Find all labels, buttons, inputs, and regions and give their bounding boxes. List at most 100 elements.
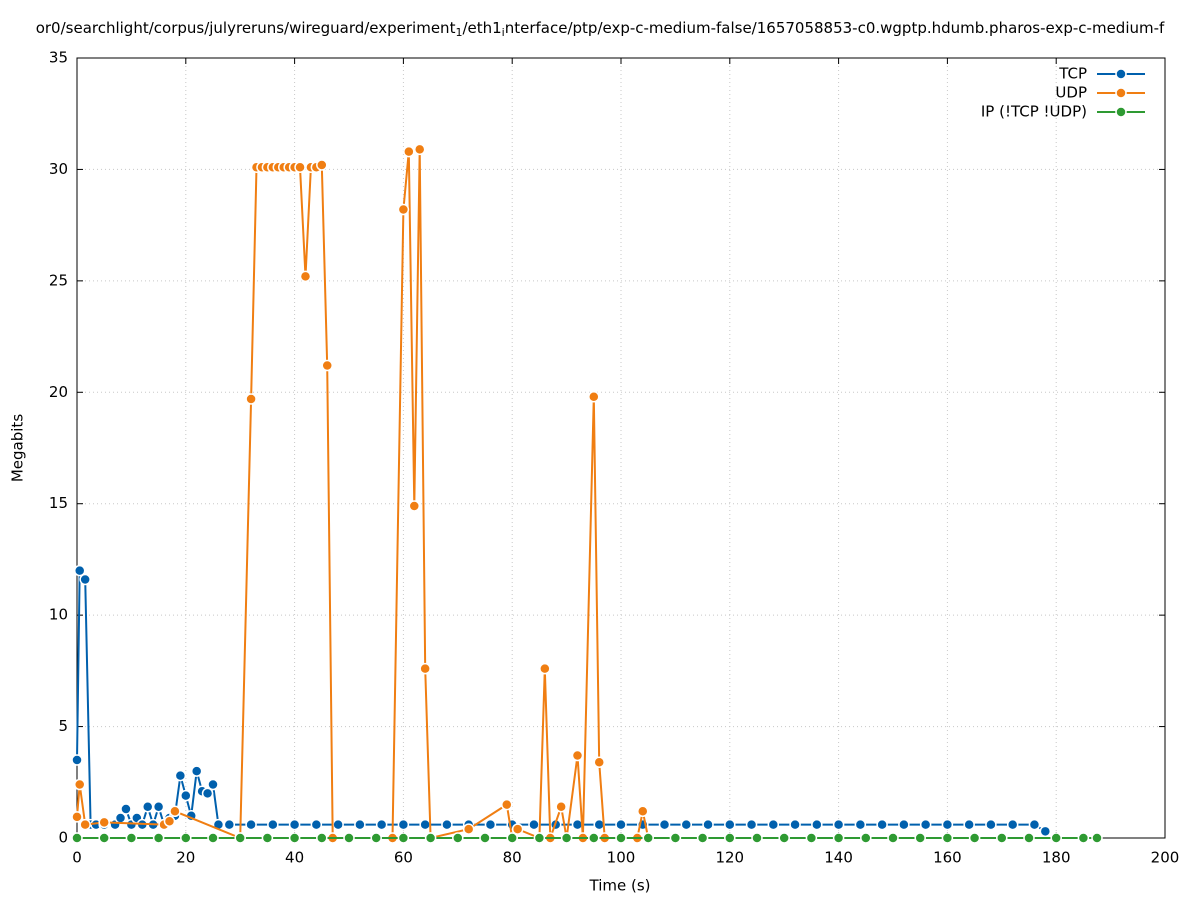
x-tick-label: 180 (1042, 849, 1071, 867)
data-point (832, 832, 845, 844)
data-point (71, 811, 83, 823)
data-point (267, 818, 279, 831)
title-segment: 1 (455, 26, 462, 39)
data-point (1091, 832, 1103, 844)
y-tick-label: 25 (49, 271, 68, 289)
data-point (968, 832, 981, 844)
data-point (1028, 818, 1041, 831)
x-tick-label: 100 (607, 849, 636, 867)
data-point (588, 832, 600, 844)
data-point (201, 787, 214, 800)
data-point (506, 832, 518, 844)
x-tick-label: 60 (394, 849, 413, 867)
data-point (501, 798, 513, 811)
data-point (419, 662, 431, 675)
data-point (73, 564, 86, 577)
data-point (413, 143, 426, 156)
data-point (245, 393, 257, 405)
data-point (941, 818, 954, 831)
data-point (441, 818, 453, 831)
data-point (79, 573, 91, 586)
data-point (73, 778, 86, 791)
data-point (789, 818, 801, 831)
data-point (680, 818, 693, 831)
data-point (615, 818, 627, 831)
data-point (1050, 832, 1062, 844)
legend-label: IP (!TCP !UDP) (981, 103, 1087, 121)
series (71, 832, 1103, 844)
data-point (860, 832, 872, 844)
data-point (484, 818, 497, 831)
data-point (190, 765, 203, 777)
data-point (316, 159, 328, 171)
data-point (1077, 832, 1090, 844)
data-point (963, 818, 975, 831)
data-point (375, 818, 388, 831)
data-point (914, 832, 926, 844)
data-point (941, 832, 954, 844)
y-tick-label: 5 (58, 717, 68, 735)
data-point (832, 818, 845, 831)
data-point (163, 815, 176, 828)
data-point (316, 832, 328, 844)
data-point (805, 832, 818, 844)
x-tick-label: 200 (1151, 849, 1180, 867)
data-point (174, 769, 187, 782)
chart-title: or0/searchlight/corpus/julyreruns/wiregu… (36, 19, 1165, 40)
title-segment: or0/searchlight/corpus/julyreruns/wiregu… (36, 19, 456, 37)
x-tick-label: 120 (715, 849, 744, 867)
data-point (593, 756, 605, 768)
data-point (1023, 832, 1035, 844)
data-point (811, 818, 823, 831)
data-point (403, 145, 415, 158)
data-point (658, 818, 671, 831)
data-point (560, 832, 573, 844)
data-point (141, 801, 154, 813)
data-point (533, 832, 546, 844)
data-point (452, 832, 464, 844)
data-point (354, 818, 366, 831)
y-tick-label: 10 (49, 606, 68, 624)
data-point (245, 818, 257, 831)
data-point (169, 805, 181, 818)
data-point (419, 818, 431, 831)
data-point (114, 812, 127, 824)
x-tick-label: 140 (824, 849, 853, 867)
data-point (985, 818, 997, 831)
title-segment: /eth1 (462, 19, 501, 37)
data-point (321, 359, 333, 372)
data-point (125, 832, 138, 844)
data-point (152, 832, 165, 844)
legend-label: TCP (1058, 65, 1087, 83)
data-point (152, 801, 165, 813)
data-point (919, 818, 932, 831)
data-point (79, 818, 91, 831)
data-point (724, 832, 736, 844)
title-segment: nterface/ptp/exp-c-medium-false/16570588… (505, 19, 1165, 37)
series (71, 564, 1052, 838)
data-point (898, 818, 910, 831)
data-point (479, 832, 491, 844)
data-point (539, 662, 551, 675)
legend-label: UDP (1055, 84, 1087, 102)
data-point (424, 832, 437, 844)
data-point (98, 832, 110, 844)
data-point (397, 832, 410, 844)
x-tick-label: 40 (285, 849, 304, 867)
data-point (370, 832, 382, 844)
data-point (642, 832, 654, 844)
data-point (207, 778, 219, 791)
series (71, 143, 654, 844)
x-tick-label: 0 (72, 849, 82, 867)
data-point (996, 832, 1008, 844)
data-point (571, 749, 584, 762)
data-point (637, 805, 649, 818)
data-point (234, 832, 246, 844)
data-point (462, 823, 475, 835)
y-tick-label: 35 (49, 49, 68, 67)
data-point (702, 818, 714, 831)
legend-marker (1115, 106, 1127, 118)
data-point (751, 832, 763, 844)
y-tick-label: 0 (58, 829, 68, 847)
